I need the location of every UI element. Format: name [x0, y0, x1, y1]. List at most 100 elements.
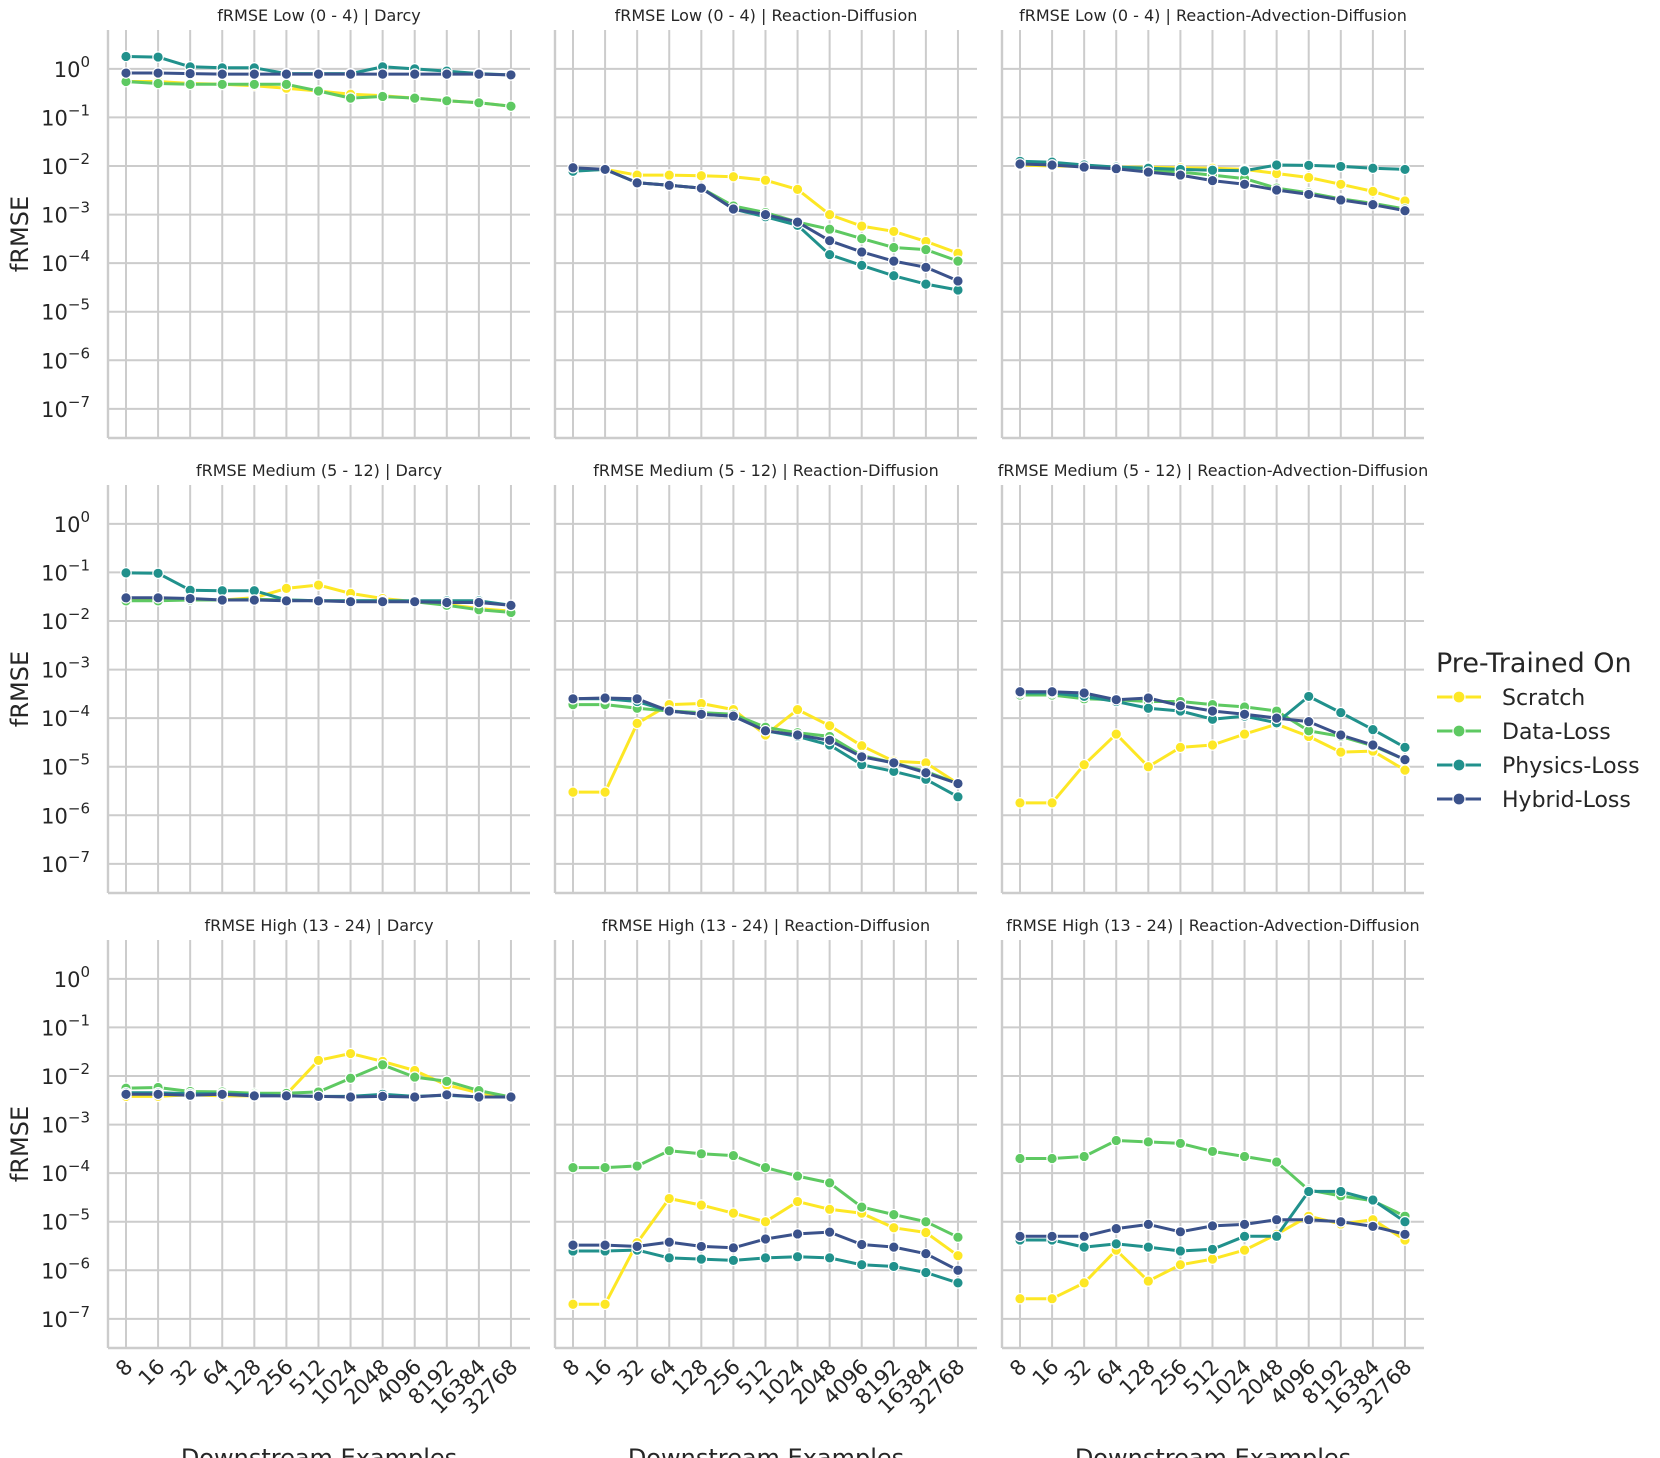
data-point: [1078, 758, 1090, 771]
y-tick-label: 100: [54, 963, 90, 992]
y-tick-base: 10: [41, 155, 68, 179]
y-tick-label: 10−2: [41, 1060, 90, 1089]
panel-title: fRMSE High (13 - 24) | Darcy: [204, 916, 433, 935]
y-axis-label: fRMSE: [6, 196, 34, 272]
data-point: [663, 705, 676, 717]
x-tick-label: 32: [166, 1355, 202, 1391]
panel-title: fRMSE Medium (5 - 12) | Darcy: [196, 461, 442, 480]
data-point: [1399, 753, 1411, 766]
y-tick-base: 10: [41, 1211, 68, 1235]
data-point: [823, 208, 836, 221]
data-point: [920, 261, 932, 274]
y-tick-exponent: −5: [68, 1206, 90, 1224]
data-point: [920, 1266, 932, 1279]
data-point: [408, 92, 421, 104]
data-point: [1302, 171, 1315, 184]
y-tick-label: 10−2: [41, 605, 90, 634]
legend-title: Pre-Trained On: [1436, 648, 1632, 679]
y-tick-label: 10−5: [41, 751, 90, 780]
data-point: [695, 1148, 708, 1160]
data-point: [952, 275, 964, 287]
data-point: [1270, 184, 1283, 196]
y-tick-label: 10−5: [41, 1206, 90, 1235]
x-axis-label: Downstream Examples: [1075, 1444, 1351, 1458]
data-point: [727, 170, 740, 183]
data-point: [727, 203, 740, 215]
data-point: [1206, 1220, 1219, 1232]
legend-item: Data-Loss: [1437, 720, 1611, 745]
data-point: [312, 579, 325, 591]
data-point: [280, 582, 293, 595]
y-tick-label: 100: [54, 508, 90, 537]
data-point: [1367, 185, 1379, 198]
x-tick-label: 8: [1005, 1355, 1031, 1381]
y-tick-exponent: −1: [68, 101, 90, 119]
x-tick-label: 16: [134, 1355, 170, 1391]
data-point: [1367, 162, 1379, 175]
data-point: [920, 243, 932, 256]
data-point: [1367, 723, 1379, 736]
data-point: [1046, 797, 1058, 809]
data-point: [727, 710, 740, 722]
x-tick-label: 8: [558, 1355, 584, 1381]
data-point: [920, 1247, 932, 1260]
data-point: [1206, 705, 1219, 717]
data-point: [280, 595, 293, 607]
data-point: [505, 599, 517, 612]
data-point: [1238, 1244, 1251, 1256]
data-point: [952, 791, 964, 803]
data-point: [440, 1089, 453, 1101]
data-point: [1270, 159, 1283, 171]
y-tick-label: 10−5: [41, 296, 90, 325]
y-tick-exponent: −3: [68, 654, 90, 672]
data-point: [1399, 1228, 1411, 1241]
y-tick-exponent: −1: [68, 1011, 90, 1029]
data-point: [1110, 162, 1123, 175]
data-point: [1335, 194, 1347, 206]
x-tick-label: 32: [1060, 1355, 1096, 1391]
panel: fRMSE Medium (5 - 12) | Darcy10010−110−2…: [6, 461, 530, 895]
data-point: [152, 77, 164, 90]
data-point: [759, 208, 772, 221]
data-point: [823, 1226, 836, 1238]
y-tick-exponent: 0: [80, 508, 90, 526]
data-point: [120, 50, 132, 63]
data-point: [1110, 693, 1123, 706]
y-tick-base: 10: [41, 561, 68, 585]
data-point: [887, 1241, 900, 1253]
data-point: [1238, 1218, 1251, 1231]
data-point: [473, 596, 485, 609]
data-point: [952, 1249, 964, 1262]
data-point: [1174, 1137, 1187, 1150]
data-point: [248, 78, 261, 91]
panel-title: fRMSE Low (0 - 4) | Darcy: [217, 6, 420, 25]
data-point: [1270, 1230, 1283, 1243]
data-point: [695, 1240, 708, 1253]
data-point: [1014, 1292, 1026, 1305]
data-point: [280, 68, 293, 80]
data-point: [1110, 728, 1123, 740]
data-point: [1302, 1213, 1315, 1226]
data-point: [599, 786, 611, 798]
data-point: [599, 1298, 611, 1311]
y-tick-label: 10−4: [41, 1157, 90, 1186]
data-point: [1206, 739, 1219, 751]
y-tick-label: 10−4: [41, 702, 90, 731]
data-point: [1367, 1194, 1379, 1206]
data-point: [1014, 1230, 1026, 1243]
data-point: [1335, 178, 1347, 191]
data-point: [727, 1242, 740, 1254]
y-tick-base: 10: [41, 398, 68, 422]
panel-title: fRMSE Low (0 - 4) | Reaction-Diffusion: [615, 6, 918, 25]
data-point: [440, 1075, 453, 1088]
y-tick-label: 10−4: [41, 247, 90, 276]
y-tick-base: 10: [41, 1065, 68, 1089]
panel: fRMSE Medium (5 - 12) | Reaction-Diffusi…: [553, 461, 977, 895]
data-point: [887, 1260, 900, 1273]
data-point: [1238, 1150, 1251, 1163]
panel: fRMSE Medium (5 - 12) | Reaction-Advecti…: [998, 461, 1428, 895]
y-tick-label: 10−6: [41, 799, 90, 828]
y-tick-base: 10: [41, 106, 68, 130]
data-point: [312, 85, 325, 97]
legend-swatch-marker: [1452, 724, 1466, 738]
